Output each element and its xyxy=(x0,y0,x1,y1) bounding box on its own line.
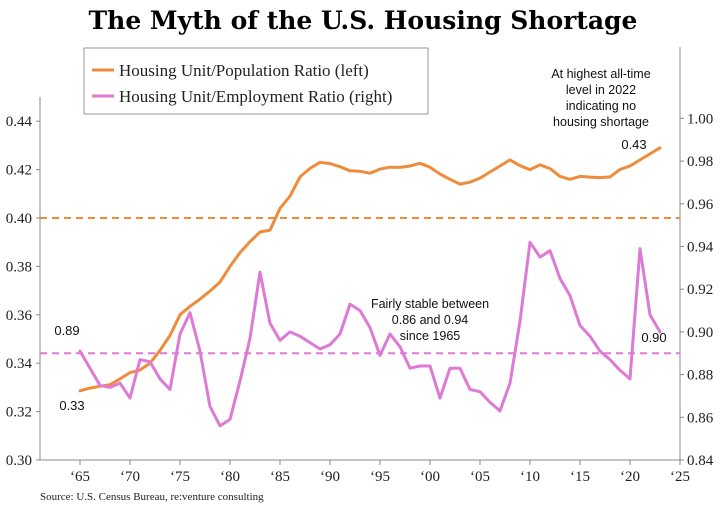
data-label-population-start: 0.33 xyxy=(59,398,84,413)
y-left-tick-label: 0.36 xyxy=(6,308,33,324)
y-left-tick-label: 0.30 xyxy=(6,453,32,469)
y-right-tick-label: 0.90 xyxy=(687,325,713,341)
y-right-tick-label: 0.94 xyxy=(687,239,714,255)
data-label-population-end: 0.43 xyxy=(621,137,646,152)
x-tick-label: ‘20 xyxy=(620,469,640,485)
legend-label-employment: Housing Unit/Employment Ratio (right) xyxy=(119,87,392,106)
x-tick-label: ‘95 xyxy=(370,469,390,485)
annotation-top: At highest all-time level in 2022 indica… xyxy=(551,67,650,129)
series-line-employment-ratio xyxy=(78,240,662,428)
data-label-employment-start: 0.89 xyxy=(54,323,79,338)
x-tick-label: ‘10 xyxy=(520,469,540,485)
chart-axes: ‘65 ‘70 ‘75 ‘80 ‘85 ‘90 ‘95 ‘00 ‘05 ‘10 ‘15 ‘20 ‘250… xyxy=(6,47,714,485)
x-tick-label: ‘05 xyxy=(470,469,490,485)
data-label-employment-end: 0.90 xyxy=(641,330,666,345)
annotation-top-line-4: housing shortage xyxy=(553,115,649,129)
x-tick-label: ‘80 xyxy=(220,469,240,485)
y-left-tick-label: 0.34 xyxy=(6,356,33,372)
x-tick-label: ‘15 xyxy=(570,469,590,485)
series-layer xyxy=(78,146,662,428)
annotation-top-line-2: level in 2022 xyxy=(566,83,636,97)
y-right-tick-label: 1.00 xyxy=(687,111,713,127)
x-tick-label: ‘90 xyxy=(320,469,340,485)
y-left-tick-label: 0.38 xyxy=(6,259,32,275)
y-left-tick-label: 0.42 xyxy=(6,163,32,179)
y-right-tick-label: 0.92 xyxy=(687,282,713,298)
reference-lines xyxy=(40,217,680,355)
annotation-middle-line-2: 0.86 and 0.94 xyxy=(392,313,469,327)
x-tick-label: ‘75 xyxy=(170,469,190,485)
annotation-middle-line-3: since 1965 xyxy=(400,329,461,343)
series-line-population-ratio xyxy=(78,146,662,393)
annotation-top-line-3: indicating no xyxy=(566,99,636,113)
source-note: Source: U.S. Census Bureau, re:venture c… xyxy=(40,491,264,503)
x-tick-label: ‘65 xyxy=(70,469,90,485)
legend-label-population: Housing Unit/Population Ratio (left) xyxy=(119,61,369,80)
x-tick-label: ‘00 xyxy=(420,469,440,485)
y-right-tick-label: 0.88 xyxy=(687,368,713,384)
legend: Housing Unit/Population Ratio (left) Hou… xyxy=(83,47,429,115)
annotation-middle-line-1: Fairly stable between xyxy=(371,297,489,311)
x-tick-label: ‘70 xyxy=(120,469,140,485)
annotation-top-line-1: At highest all-time xyxy=(551,67,650,81)
y-right-tick-label: 0.96 xyxy=(687,197,714,213)
y-left-tick-label: 0.40 xyxy=(6,211,32,227)
chart-title: The Myth of the U.S. Housing Shortage xyxy=(89,6,638,35)
x-tick-label: ‘25 xyxy=(670,469,690,485)
y-left-tick-label: 0.44 xyxy=(6,114,33,130)
y-left-tick-label: 0.32 xyxy=(6,405,32,421)
y-right-tick-label: 0.98 xyxy=(687,154,713,170)
y-right-tick-label: 0.86 xyxy=(687,410,714,426)
x-tick-label: ‘85 xyxy=(270,469,290,485)
legend-box xyxy=(83,47,429,115)
y-right-tick-label: 0.84 xyxy=(687,453,714,469)
annotation-middle: Fairly stable between 0.86 and 0.94 sinc… xyxy=(371,297,489,343)
